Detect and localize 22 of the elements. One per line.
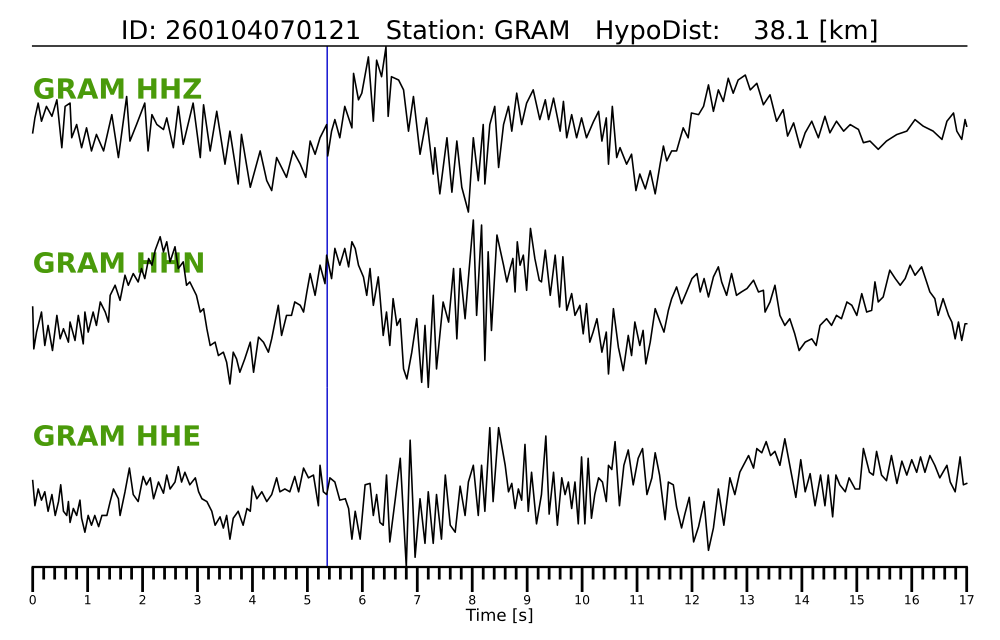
series-label: GRAM HHE: [34, 425, 200, 446]
chart-title: ID: 260104070121 Station: GRAM HypoDist: 38.1 [km]: [123, 20, 876, 44]
x-axis-title: Time [s]: [466, 608, 532, 624]
x-tick-label: 11: [630, 595, 644, 604]
x-tick-label: 13: [740, 595, 754, 604]
x-tick-label: 5: [304, 595, 310, 604]
x-tick-label: 2: [140, 595, 146, 604]
x-tick-label: 17: [960, 595, 974, 604]
x-tick-label: 1: [85, 595, 90, 604]
x-tick-label: 0: [30, 595, 36, 604]
x-tick-label: 4: [249, 595, 256, 604]
x-tick-label: 12: [685, 595, 699, 604]
x-tick-label: 8: [469, 595, 476, 604]
x-tick-label: 6: [359, 595, 366, 604]
x-tick-label: 7: [414, 595, 420, 604]
x-tick-label: 14: [795, 595, 810, 604]
series-label: GRAM HHZ: [34, 78, 202, 100]
x-tick-label: 15: [850, 595, 864, 604]
x-tick-label: 9: [524, 595, 530, 604]
x-tick-label: 16: [905, 595, 919, 604]
x-tick-label: 3: [194, 595, 200, 604]
x-tick-label: 10: [576, 595, 590, 604]
